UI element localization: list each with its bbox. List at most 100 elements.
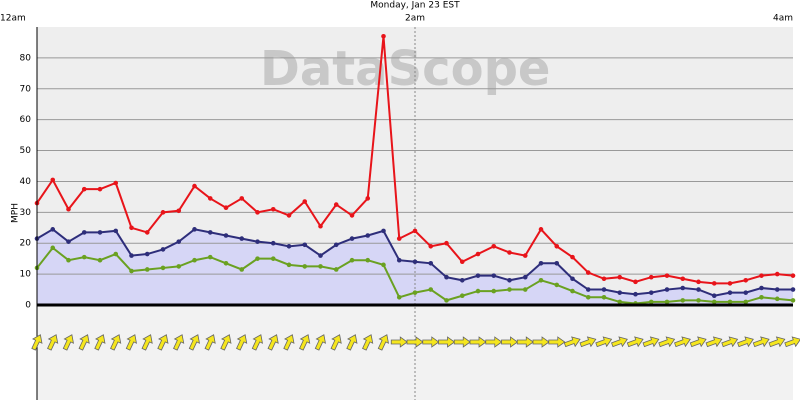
point: [428, 287, 434, 292]
y-axis-label: MPH: [11, 203, 21, 223]
point: [680, 298, 686, 303]
point: [428, 244, 434, 249]
point: [617, 290, 623, 295]
wind-arrow: [721, 336, 739, 348]
point: [97, 257, 103, 263]
wind-arrow: [689, 336, 707, 348]
point: [522, 287, 528, 292]
point: [239, 236, 245, 241]
point: [381, 262, 386, 268]
point: [113, 180, 119, 186]
point: [129, 225, 134, 231]
point: [396, 236, 402, 241]
point: [160, 210, 166, 215]
point: [176, 239, 182, 244]
y-tick-label: 60: [20, 115, 32, 125]
point: [759, 273, 764, 278]
point: [144, 267, 150, 272]
point: [81, 230, 87, 235]
point: [743, 277, 749, 283]
wind-arrow: [204, 334, 216, 351]
point: [507, 277, 512, 283]
point: [648, 299, 654, 305]
point: [192, 227, 197, 232]
point: [207, 254, 213, 260]
point: [286, 213, 292, 218]
point: [302, 264, 308, 269]
point: [176, 208, 182, 214]
point: [601, 287, 607, 292]
point: [286, 262, 292, 268]
point: [270, 256, 276, 261]
point: [255, 239, 260, 244]
point: [223, 205, 229, 210]
point: [129, 268, 134, 274]
point: [81, 254, 87, 260]
point: [349, 213, 355, 218]
point: [160, 265, 166, 271]
point: [381, 33, 386, 39]
point: [790, 273, 796, 278]
point: [585, 294, 591, 300]
point: [113, 251, 119, 257]
point: [192, 183, 197, 189]
point: [239, 196, 245, 201]
point: [255, 210, 260, 215]
y-tick-label: 80: [20, 53, 32, 63]
point: [711, 281, 717, 286]
point: [617, 274, 623, 280]
point: [475, 251, 481, 257]
wind-arrow: [768, 336, 786, 348]
chart-title: Monday, Jan 23 EST: [370, 1, 460, 11]
wind-arrow: [188, 334, 200, 351]
point: [50, 177, 56, 183]
point: [255, 256, 260, 261]
wind-arrow: [563, 336, 581, 348]
point: [507, 250, 512, 255]
wind-arrow: [485, 336, 503, 348]
point: [176, 264, 182, 269]
y-tick-label: 30: [20, 208, 32, 218]
point: [727, 281, 733, 286]
wind-arrow: [626, 336, 644, 348]
point: [50, 227, 56, 232]
point: [680, 276, 686, 282]
point: [365, 257, 371, 263]
point: [318, 253, 323, 258]
point: [774, 296, 780, 302]
point: [50, 245, 56, 251]
point: [349, 236, 355, 241]
wind-arrow: [579, 336, 597, 348]
wind-arrow: [31, 334, 43, 351]
point: [66, 239, 71, 244]
wind-arrow: [642, 336, 660, 348]
point: [444, 274, 449, 280]
point: [192, 257, 197, 263]
point: [286, 244, 292, 249]
point: [522, 274, 528, 280]
point: [648, 274, 654, 280]
point: [711, 299, 717, 305]
point: [680, 285, 686, 291]
y-tick-label: 10: [20, 270, 32, 280]
point: [302, 242, 308, 248]
y-tick-label: 20: [20, 239, 32, 249]
point: [333, 267, 339, 272]
point: [633, 291, 638, 297]
point: [633, 279, 638, 285]
point: [554, 282, 560, 288]
point: [727, 290, 733, 295]
point: [664, 299, 670, 305]
point: [696, 298, 701, 303]
point: [570, 288, 575, 294]
point: [270, 240, 276, 246]
y-tick-label: 50: [20, 146, 32, 156]
point: [365, 233, 371, 238]
x-tick-label: 4am: [773, 14, 793, 24]
point: [412, 259, 418, 265]
point: [759, 285, 764, 291]
point: [97, 230, 103, 235]
point: [491, 273, 497, 278]
point: [223, 233, 229, 238]
